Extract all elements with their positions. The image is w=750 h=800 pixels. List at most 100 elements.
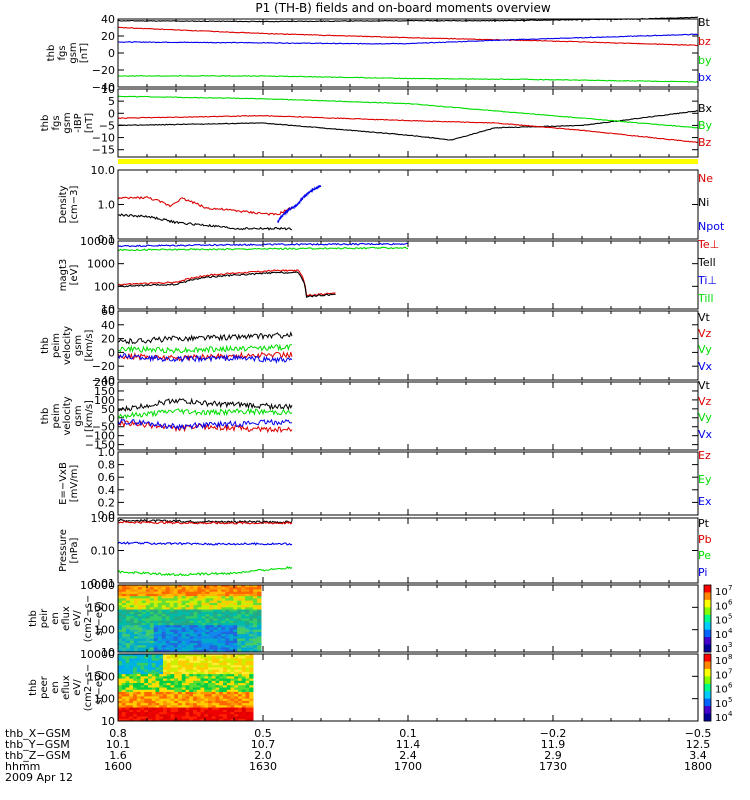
spectrogram-cell (159, 660, 164, 664)
spectrogram-cell (121, 585, 127, 588)
spectrogram-cell (185, 643, 190, 646)
spectrogram-cell (129, 680, 134, 684)
spectrogram-cell (178, 662, 183, 666)
spectrogram-cell (213, 625, 218, 628)
spectrogram-cell (213, 638, 218, 642)
spectrogram-cell (257, 585, 262, 588)
spectrogram-cell (181, 607, 187, 611)
spectrogram-cell (144, 703, 149, 706)
series-Vy-line (117, 408, 293, 420)
spectrogram-cell (181, 629, 187, 633)
spectrogram-cell (217, 593, 222, 597)
y-tick-label: 1.00 (91, 512, 116, 525)
y-tick-label: 0.01 (91, 577, 116, 590)
spectrogram-cell (217, 629, 222, 633)
spectrogram-cell (234, 674, 239, 677)
spectrogram-cell (129, 616, 135, 619)
spectrogram-cell (189, 685, 194, 688)
spectrogram-cell (234, 703, 239, 706)
y-tick-label: 1000 (87, 601, 115, 614)
spectrogram-cell (181, 596, 187, 599)
spectrogram-cell (245, 707, 250, 711)
spectrogram-cell (257, 607, 262, 611)
spectrogram-cell (229, 602, 234, 606)
spectrogram-cell (257, 609, 262, 613)
legend-Till: Till (697, 292, 714, 305)
colorbar-frame (703, 653, 712, 722)
spectrogram-cell (193, 696, 198, 700)
spectrogram-cell (133, 640, 139, 644)
spectrogram-cell (257, 587, 262, 590)
spectrogram-cell (185, 618, 190, 622)
spectrogram-cell (118, 589, 123, 593)
spectrogram-cell (219, 685, 224, 688)
spectrogram-cell (165, 638, 171, 642)
spectrogram-cell (189, 669, 194, 673)
spectrogram-cell (161, 620, 167, 624)
spectrogram-cell (205, 631, 210, 635)
spectrogram-cell (141, 625, 147, 628)
y-tick-label: 0.2 (98, 496, 116, 509)
spectrogram-cell (219, 696, 224, 700)
spectrogram-cell (209, 627, 214, 631)
spectrogram-cell (230, 703, 235, 706)
spectrogram-cell (219, 660, 224, 664)
spectrogram-cell (237, 587, 242, 590)
spectrogram-cell (245, 611, 250, 615)
spectrogram-cell (245, 618, 250, 622)
spectrogram-cell (193, 671, 198, 675)
spectrogram-cell (140, 716, 145, 720)
spectrogram-cell (201, 625, 206, 628)
data-gap-bar (118, 159, 698, 164)
colorbar-tick-exponent: 3 (728, 641, 732, 649)
spectrogram-cell (151, 698, 156, 702)
spectrogram-cell (129, 660, 134, 664)
spectrogram-cell (215, 714, 220, 718)
spectrogram-cell (157, 629, 163, 633)
spectrogram-cell (245, 587, 250, 590)
spectrogram-cell (166, 654, 171, 657)
y-tick-label: −20 (92, 64, 115, 77)
spectrogram-cell (204, 665, 209, 668)
spectrogram-cell (151, 712, 156, 715)
spectrogram-cell (196, 680, 201, 684)
spectrogram-cell (189, 680, 194, 684)
colorbar-tick-label: 10 (715, 601, 728, 612)
spectrogram-cell (241, 616, 246, 619)
y-axis-label: (cm2−s− (83, 595, 94, 642)
spectrogram-cell (253, 589, 258, 593)
spectrogram-cell (238, 676, 243, 680)
spectrogram-cell (205, 589, 210, 593)
spectrogram-cell (129, 712, 134, 715)
spectrogram-cell (241, 607, 246, 611)
y-axis-label: sr−eV) (94, 601, 105, 636)
y-tick-label: 10 (101, 303, 115, 316)
spectrogram-cell (189, 593, 194, 597)
spectrogram-cell (193, 707, 198, 711)
spectrogram-cell (144, 654, 149, 657)
spectrogram-cell (185, 669, 190, 673)
spectrogram-cell (140, 687, 145, 691)
spectrogram-cell (225, 643, 230, 646)
spectrogram-cell (226, 680, 231, 684)
spectrogram-cell (118, 667, 123, 671)
spectrogram-cell (221, 645, 226, 649)
spectrogram-cell (249, 609, 254, 613)
x-row-label: thb_Y−GSM (5, 738, 70, 751)
spectrogram-cell (125, 636, 131, 640)
spectrogram-cell (229, 622, 234, 626)
spectrogram-cell (189, 600, 194, 604)
spectrogram-cell (185, 709, 190, 713)
spectrogram-cell (249, 654, 254, 657)
spectrogram-cell (170, 656, 175, 659)
spectrogram-cell (133, 622, 139, 626)
spectrogram-cell (209, 587, 214, 590)
spectrogram-cell (215, 665, 220, 668)
spectrogram-cell (181, 643, 187, 646)
spectrogram-cell (249, 600, 254, 604)
series-Vz-line (117, 351, 293, 362)
spectrogram-cell (173, 636, 179, 640)
spectrogram-cell (177, 596, 183, 599)
spectrogram-cell (209, 616, 214, 619)
